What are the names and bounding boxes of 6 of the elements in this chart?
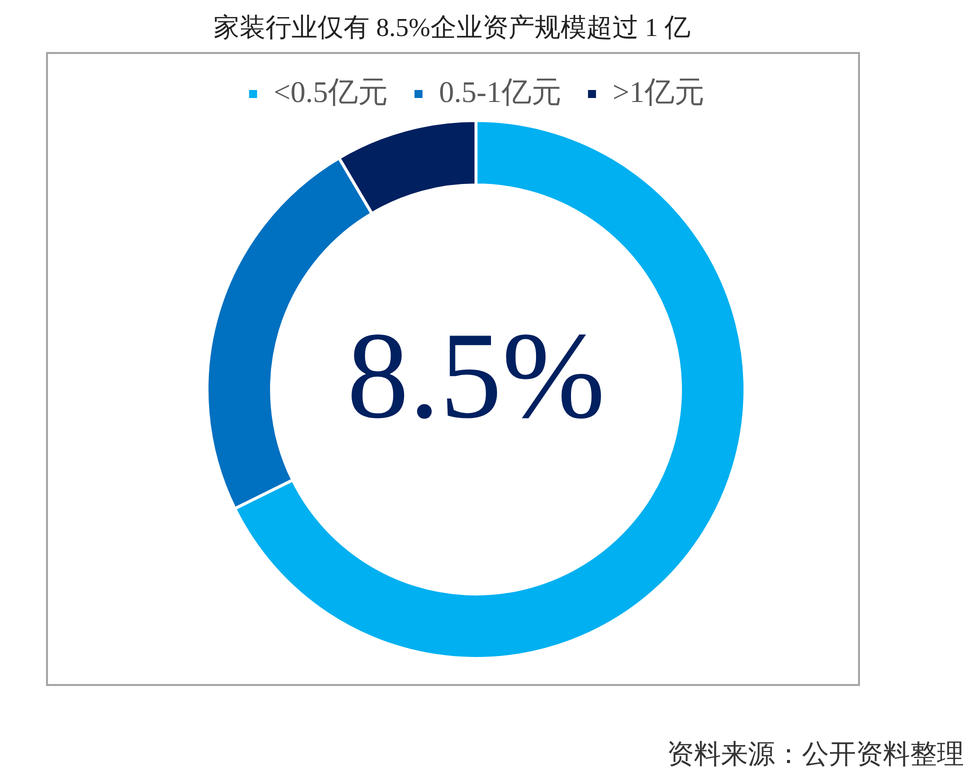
legend-label: 0.5-1亿元: [439, 76, 562, 109]
text: 8.5%: [346, 306, 606, 444]
chart-title: 家装行业仅有 8.5%企业资产规模超过 1 亿: [212, 12, 692, 44]
legend-label: >1亿元: [612, 76, 704, 109]
legend-label: <0.5亿元: [274, 76, 388, 109]
text: 资料来源：公开资料整理: [667, 738, 964, 771]
